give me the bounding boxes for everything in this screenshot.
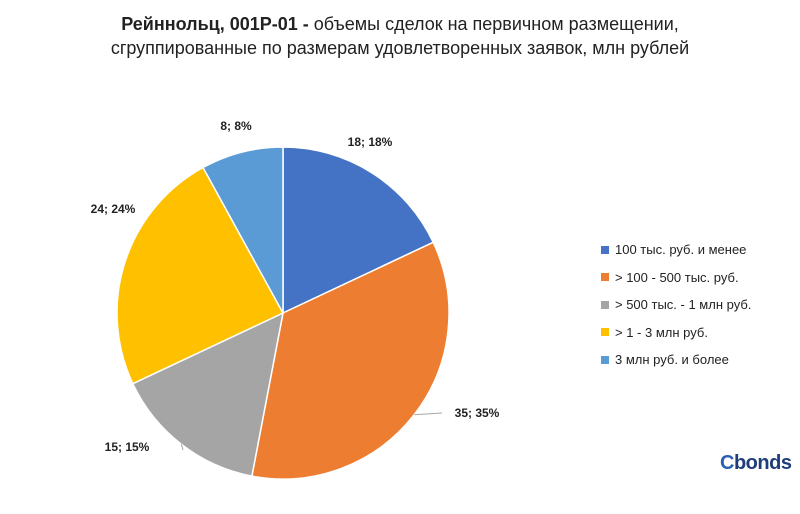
legend-label: > 500 тыс. - 1 млн руб. [615,297,752,313]
chart-legend: 100 тыс. руб. и менее > 100 - 500 тыс. ру… [601,236,751,374]
legend-label: 100 тыс. руб. и менее [615,242,747,258]
legend-item-2: > 100 - 500 тыс. руб. [601,264,751,292]
pie-slice-3 [131,311,285,477]
legend-swatch [601,300,609,309]
chart-title: Рейннольц, 001Р-01 - объемы сделок на пе… [0,12,800,60]
legend-swatch [601,245,609,254]
cbonds-logo: Cbonds [720,452,792,474]
chart-subtitle: сгруппированные по размерам удовлетворен… [110,38,690,58]
leader-line-3 [180,444,184,451]
pie-slice-1 [282,146,435,315]
data-label-2: 35; 35% [455,406,500,420]
legend-item-5: 3 млн руб. и более [601,346,751,374]
legend-item-3: > 500 тыс. - 1 млн руб. [601,291,751,319]
legend-label: > 100 - 500 тыс. руб. [615,269,739,285]
legend-item-1: 100 тыс. руб. и менее [601,236,751,264]
chart-title-bold: Рейннольц, 001Р-01 - [121,14,309,34]
legend-swatch [601,273,609,282]
legend-label: 3 млн руб. и более [615,352,729,368]
data-label-4: 24; 24% [91,202,136,216]
data-label-5: 8; 8% [220,119,252,133]
legend-swatch [601,328,609,337]
pie-slice-2 [251,241,450,480]
chart-title-rest: объемы сделок на первичном размещении, [308,14,679,34]
data-label-1: 18; 18% [348,135,393,149]
legend-label: > 1 - 3 млн руб. [615,324,708,340]
data-label-3: 15; 15% [105,440,150,454]
legend-item-4: > 1 - 3 млн руб. [601,319,751,347]
pie-slice-4 [116,166,285,385]
legend-swatch [601,355,609,364]
pie-slice-5 [202,146,284,314]
leader-line-2 [414,412,443,416]
